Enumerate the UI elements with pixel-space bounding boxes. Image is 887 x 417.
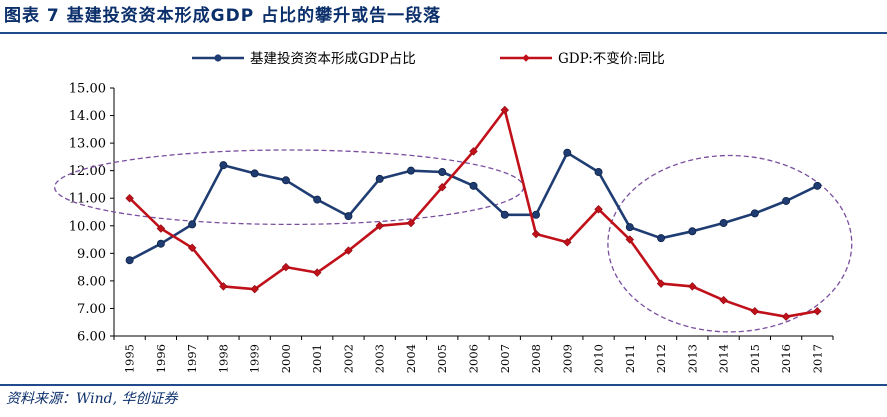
x-tick-label: 2000 [279,344,293,373]
legend-marker-1 [214,54,222,62]
series-1-point [782,196,791,205]
x-tick-label: 2014 [717,344,731,373]
y-tick-label: 7.00 [77,302,106,317]
series-2-point [719,295,728,305]
series-2-point [187,243,197,253]
series-1-point [813,181,822,190]
legend-label-2: GDP:不变价:同比 [558,51,665,67]
series-2-point [219,282,228,291]
y-tick-label: 14.00 [69,109,106,124]
series-2-point [156,224,166,233]
series-1-point [594,168,603,177]
chart-series [125,105,822,321]
series-2-point [688,282,697,291]
series-1-point [719,219,728,228]
series-2-point [406,218,416,228]
series-1-point [532,210,541,219]
series-1-point [438,168,447,177]
series-2-point [563,238,572,247]
x-tick-label: 2011 [623,344,637,373]
series-1-point [219,161,228,170]
series-1-point [156,239,165,248]
x-axis-labels: 1995 1996 1997 1998 1999 2000 2001 2002 2003 2004… [123,344,825,373]
x-tick-label: 2006 [467,344,481,373]
y-tick-label: 12.00 [69,164,106,179]
series-2-point [500,105,509,115]
series-1-point [375,174,384,183]
figure-title: 图表 7 基建投资资本形成GDP 占比的攀升或告一段落 [4,6,442,26]
series-2-point [281,262,291,272]
x-tick-label: 2008 [529,344,543,373]
y-tick-label: 9.00 [77,247,106,262]
series-line-2 [128,108,818,319]
series-1-point [250,169,259,178]
series-2-point [375,221,384,231]
series-1-point [344,212,353,221]
series-line-1 [128,151,818,262]
series-1-point [688,227,697,236]
series-1-point [125,256,134,265]
title-rule [0,32,887,34]
x-tick-label: 2003 [373,344,387,373]
series-2-point [750,306,760,316]
y-tick-label: 15.00 [69,82,106,97]
x-tick-label: 2017 [810,344,824,373]
x-tick-label: 2013 [685,344,699,373]
x-tick-label: 2015 [748,344,762,373]
bottom-rule [0,384,887,386]
series-1-point [750,209,759,218]
x-tick-label: 1999 [248,344,262,373]
x-tick-label: 2002 [341,344,355,373]
x-tick-label: 2001 [310,344,324,373]
series-1-point [500,210,509,219]
series-2-point [438,182,447,192]
legend-marker-2 [522,54,530,62]
y-tick-label: 10.00 [69,219,106,234]
series-1-point [563,148,572,157]
x-tick-label: 2016 [779,344,793,373]
x-tick-label: 1997 [185,344,199,373]
series-2-point [312,268,322,277]
series-2-point [781,312,791,321]
series-1-point [625,223,634,232]
series-1-point [469,181,478,190]
x-tick-label: 2009 [560,344,574,373]
series-2-point [125,193,134,203]
series-1-point [188,220,197,229]
series-1-point [281,176,290,185]
source-note: 资料来源：Wind, 华创证券 [6,391,178,407]
series-2-point [344,246,353,255]
y-tick-label: 6.00 [77,330,106,345]
series-1-point [313,195,322,204]
series-1-point [406,166,415,175]
series-1-point [657,234,666,243]
series-2-point [531,229,541,239]
x-tick-label: 2004 [404,344,418,373]
legend-label-1: 基建投资资本形成GDP占比 [250,50,416,67]
chart-legend: 基建投资资本形成GDP占比 GDP:不变价:同比 [192,50,665,67]
x-tick-label: 1996 [154,344,168,373]
y-tick-label: 8.00 [77,274,106,289]
y-tick-label: 13.00 [69,137,106,152]
x-tick-label: 2012 [654,344,668,373]
series-2-point [656,279,666,288]
x-tick-label: 2010 [592,344,606,373]
highlight-ellipse-1998-2010 [53,149,525,226]
y-axis-ticks: 6.00 7.00 8.00 9.00 10.00 11.00 12.00 13.00 14.0… [69,82,834,345]
series-2-point [469,147,478,156]
x-tick-label: 2007 [498,344,512,373]
series-2-point [594,205,603,214]
line-chart: 基建投资资本形成GDP占比 GDP:不变价:同比 6.00 7.00 8.00 9.00… [53,50,853,373]
series-2-point [625,235,635,244]
y-tick-label: 11.00 [69,192,106,207]
x-tick-label: 1998 [216,344,230,373]
series-2-point [813,306,822,316]
x-tick-label: 1995 [123,344,137,373]
x-tick-label: 2005 [435,344,449,373]
series-2-point [250,284,259,294]
highlight-ellipse-2012-2017 [607,154,853,333]
